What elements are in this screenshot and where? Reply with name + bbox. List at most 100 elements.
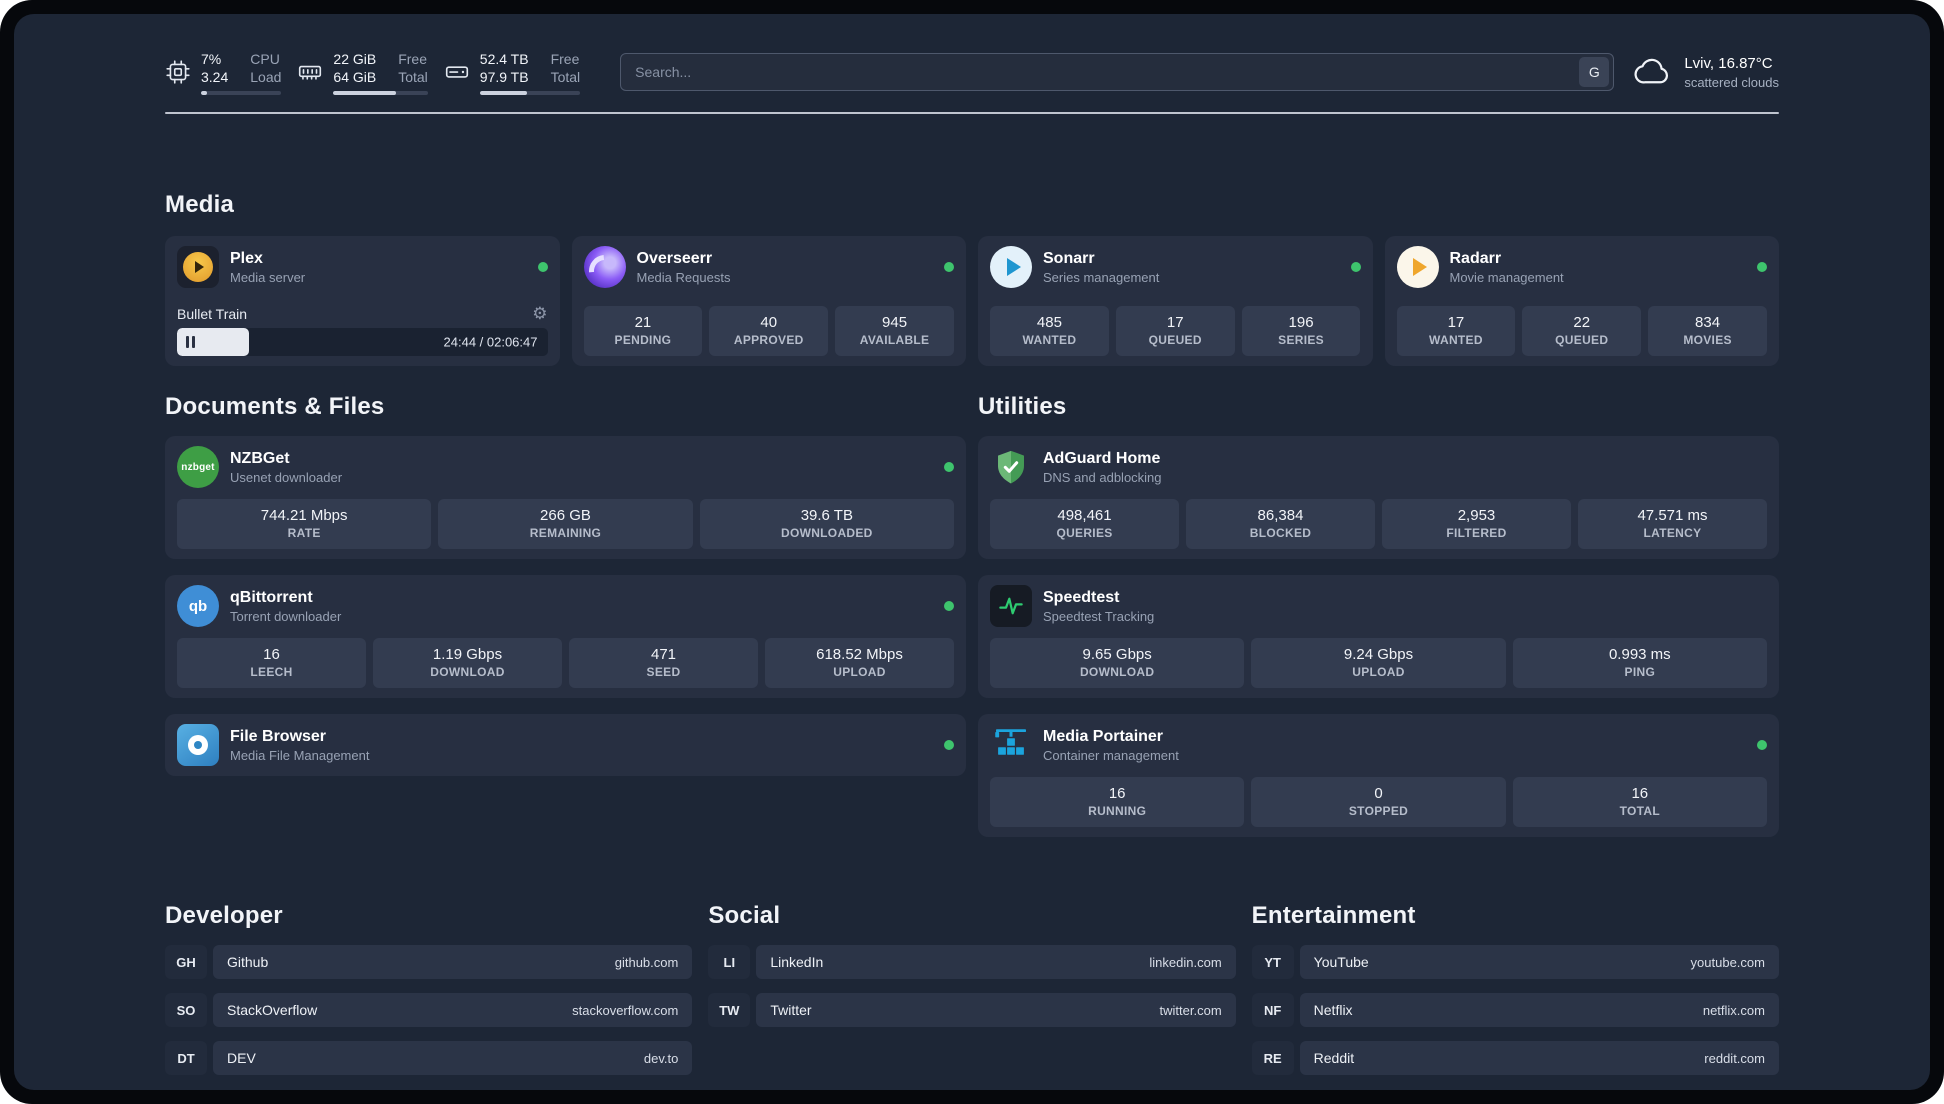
section-title-media: Media — [165, 191, 235, 218]
app-card-radarr[interactable]: Radarr Movie management 17 WANTED 22 QUEUE… — [1384, 236, 1779, 366]
app-card-overseerr[interactable]: Overseerr Media Requests 21 PENDING 40 APP… — [571, 236, 966, 366]
bookmark-youtube[interactable]: YT YouTube youtube.com — [1251, 945, 1779, 979]
stat-wanted: 17 WANTED — [1396, 306, 1516, 356]
adguard-shield-icon — [990, 446, 1032, 488]
section-title-social: Social — [708, 902, 781, 929]
app-desc: Container management — [1043, 747, 1179, 763]
app-name: File Browser — [230, 727, 327, 745]
developer-column: Developer GH Github github.com SO StackO… — [165, 901, 693, 1075]
app-name: Overseerr — [636, 249, 713, 267]
search-engine-button[interactable]: G — [1579, 57, 1610, 87]
stat-pending: 21 PENDING — [583, 306, 703, 356]
app-name: NZBGet — [230, 449, 290, 467]
bookmark-link: Netflix netflix.com — [1299, 993, 1779, 1027]
app-desc: Series management — [1043, 269, 1160, 285]
stat-downloaded: 39.6 TB DOWNLOADED — [699, 499, 954, 549]
ram-label-bottom: Total — [398, 68, 428, 85]
bookmark-stackoverflow[interactable]: SO StackOverflow stackoverflow.com — [165, 993, 693, 1027]
stat-running: 16 RUNNING — [990, 777, 1245, 827]
stat-blocked: 86,384 BLOCKED — [1186, 499, 1375, 549]
status-dot — [1350, 262, 1361, 272]
section-title-entertainment: Entertainment — [1251, 902, 1416, 929]
status-dot — [944, 740, 954, 750]
top-bar: 7% 3.24 CPU Load — [165, 44, 1779, 100]
playback-progress-bar[interactable]: 24:44 / 02:06:47 — [177, 328, 548, 356]
stat-approved: 40 APPROVED — [709, 306, 829, 356]
bookmark-netflix[interactable]: NF Netflix netflix.com — [1251, 993, 1779, 1027]
bookmark-link: Twitter twitter.com — [756, 993, 1236, 1027]
app-card-qbittorrent[interactable]: qb qBittorrent Torrent downloader 16 LEEC… — [165, 575, 966, 698]
bookmark-abbr: TW — [708, 993, 751, 1027]
app-card-adguard[interactable]: AdGuard Home DNS and adblocking 498,461 Q… — [978, 436, 1779, 559]
filebrowser-icon — [177, 724, 219, 766]
search-input[interactable] — [635, 64, 1580, 80]
sonarr-icon — [990, 246, 1032, 288]
app-desc: Torrent downloader — [230, 608, 342, 624]
cloud-icon — [1634, 58, 1669, 84]
nzbget-icon: nzbget — [177, 446, 219, 488]
bookmark-github[interactable]: GH Github github.com — [165, 945, 693, 979]
app-desc: DNS and adblocking — [1043, 469, 1162, 485]
cpu-icon — [166, 60, 190, 84]
portainer-crane-icon — [990, 724, 1032, 766]
ram-total: 64 GiB — [333, 68, 377, 85]
stat-wanted: 485 WANTED — [990, 306, 1109, 356]
stat-ping: 0.993 ms PING — [1512, 638, 1767, 688]
app-desc: Movie management — [1449, 269, 1564, 285]
bookmark-abbr: YT — [1251, 945, 1294, 979]
dashboard-page: 7% 3.24 CPU Load — [14, 14, 1930, 1090]
stat-available: 945 AVAILABLE — [835, 306, 954, 356]
gear-icon[interactable]: ⚙ — [532, 304, 548, 323]
bookmark-link: Github github.com — [213, 945, 693, 979]
topbar-divider — [165, 112, 1779, 114]
weather-widget: Lviv, 16.87°C scattered clouds — [1634, 53, 1779, 91]
bookmark-link: YouTube youtube.com — [1299, 945, 1779, 979]
pause-icon[interactable] — [186, 336, 195, 348]
app-card-speedtest[interactable]: Speedtest Speedtest Tracking 9.65 Gbps DO… — [978, 575, 1779, 698]
app-name: Media Portainer — [1043, 727, 1164, 745]
bookmark-linkedin[interactable]: LI LinkedIn linkedin.com — [708, 945, 1236, 979]
ram-free: 22 GiB — [333, 50, 377, 67]
radarr-icon — [1396, 246, 1439, 288]
app-desc: Media Requests — [636, 269, 731, 285]
bookmark-abbr: SO — [165, 993, 207, 1027]
app-name: Plex — [230, 249, 263, 267]
app-card-nzbget[interactable]: nzbget NZBGet Usenet downloader 744.21 M… — [165, 436, 966, 559]
app-card-filebrowser[interactable]: File Browser Media File Management — [165, 714, 966, 776]
cpu-label-bottom: Load — [250, 68, 282, 85]
app-name: Sonarr — [1043, 249, 1095, 267]
bookmark-twitter[interactable]: TW Twitter twitter.com — [708, 993, 1236, 1027]
status-dot — [944, 262, 954, 272]
speedtest-pulse-icon — [990, 585, 1032, 627]
app-card-sonarr[interactable]: Sonarr Series management 485 WANTED 17 QUE… — [978, 236, 1373, 366]
weather-condition: scattered clouds — [1684, 74, 1779, 90]
cpu-load: 3.24 — [201, 68, 229, 85]
stat-movies: 834 MOVIES — [1648, 306, 1767, 356]
status-dot — [1757, 740, 1767, 750]
app-card-plex[interactable]: Plex Media server Bullet Train ⚙ 24:44 /… — [165, 236, 560, 366]
search-bar[interactable]: G — [620, 53, 1615, 91]
cpu-usage-bar — [201, 90, 282, 95]
bookmark-abbr: LI — [708, 945, 751, 979]
app-name: qBittorrent — [230, 588, 313, 606]
stat-download: 1.19 Gbps DOWNLOAD — [373, 638, 562, 688]
app-desc: Media File Management — [230, 747, 370, 763]
stat-filtered: 2,953 FILTERED — [1382, 499, 1571, 549]
stat-series: 196 SERIES — [1241, 306, 1361, 356]
ram-metric: 22 GiB 64 GiB Free Total — [297, 50, 428, 95]
now-playing-title: Bullet Train — [177, 305, 248, 322]
status-dot — [944, 462, 954, 472]
bookmark-dev[interactable]: DT DEV dev.to — [165, 1041, 693, 1075]
bookmark-reddit[interactable]: RE Reddit reddit.com — [1251, 1041, 1779, 1075]
disk-free: 52.4 TB — [479, 50, 529, 67]
stat-seed: 471 SEED — [569, 638, 758, 688]
disk-icon — [445, 66, 468, 78]
app-card-portainer[interactable]: Media Portainer Container management 16 R… — [978, 714, 1779, 837]
ram-usage-bar — [333, 90, 428, 95]
stat-latency: 47.571 ms LATENCY — [1578, 499, 1767, 549]
disk-total: 97.9 TB — [479, 68, 529, 85]
entertainment-column: Entertainment YT YouTube youtube.com NF … — [1251, 901, 1779, 1075]
playback-progress-fill — [177, 328, 250, 356]
disk-metric: 52.4 TB 97.9 TB Free Total — [444, 50, 581, 95]
cpu-label-top: CPU — [250, 50, 280, 67]
